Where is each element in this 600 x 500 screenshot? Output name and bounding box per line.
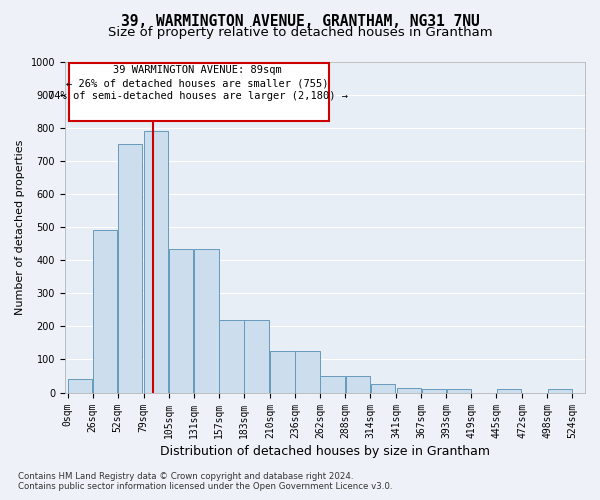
Bar — [320, 376, 345, 392]
Bar — [169, 248, 193, 392]
Text: 39 WARMINGTON AVENUE: 89sqm: 39 WARMINGTON AVENUE: 89sqm — [113, 65, 282, 75]
Text: 39, WARMINGTON AVENUE, GRANTHAM, NG31 7NU: 39, WARMINGTON AVENUE, GRANTHAM, NG31 7N… — [121, 14, 479, 29]
Bar — [271, 351, 295, 393]
Text: Contains HM Land Registry data © Crown copyright and database right 2024.: Contains HM Land Registry data © Crown c… — [18, 472, 353, 481]
Bar — [497, 390, 521, 392]
X-axis label: Distribution of detached houses by size in Grantham: Distribution of detached houses by size … — [160, 444, 490, 458]
Text: Size of property relative to detached houses in Grantham: Size of property relative to detached ho… — [107, 26, 493, 39]
Bar — [118, 144, 142, 392]
Bar — [371, 384, 395, 392]
Text: 74% of semi-detached houses are larger (2,180) →: 74% of semi-detached houses are larger (… — [48, 92, 348, 102]
Bar — [93, 230, 118, 392]
Bar — [295, 351, 320, 393]
Bar — [422, 390, 446, 392]
Bar — [144, 131, 169, 392]
FancyBboxPatch shape — [68, 63, 329, 121]
Bar — [220, 320, 244, 392]
Text: ← 26% of detached houses are smaller (755): ← 26% of detached houses are smaller (75… — [67, 78, 329, 88]
Bar — [68, 380, 92, 392]
Text: Contains public sector information licensed under the Open Government Licence v3: Contains public sector information licen… — [18, 482, 392, 491]
Bar — [548, 390, 572, 392]
Bar — [446, 390, 471, 392]
Bar — [244, 320, 269, 392]
Bar — [346, 376, 370, 392]
Bar — [397, 388, 421, 392]
Bar — [194, 248, 218, 392]
Y-axis label: Number of detached properties: Number of detached properties — [15, 140, 25, 314]
